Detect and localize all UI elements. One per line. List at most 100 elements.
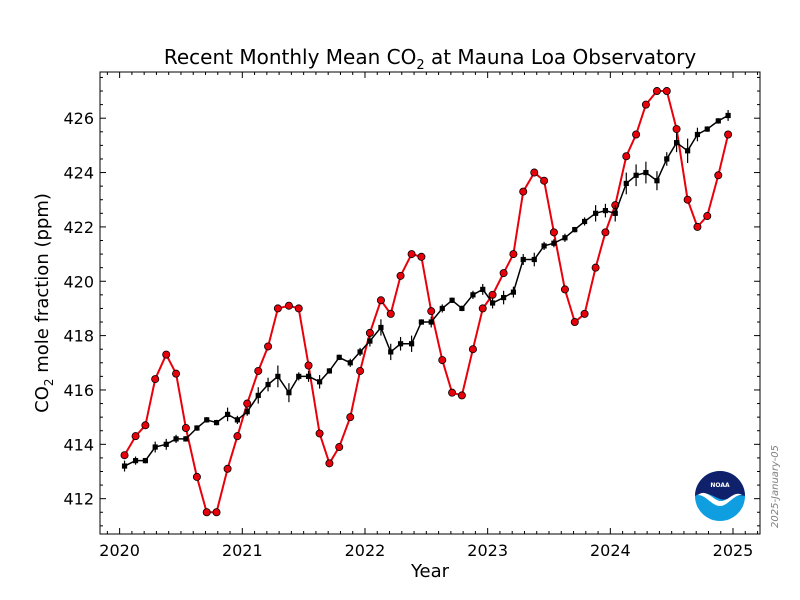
data-point [275,373,281,379]
data-point [633,172,639,178]
data-point [223,464,232,473]
data-point [336,354,342,360]
data-point [664,156,670,162]
data-point [641,100,650,109]
x-tick-label: 2021 [222,541,263,560]
data-point [612,210,618,216]
data-point [181,424,190,433]
data-point [152,444,158,450]
data-point [204,417,210,423]
data-point [714,171,723,180]
x-axis-label: Year [410,561,450,582]
data-point [470,292,476,298]
data-point [397,341,404,347]
data-point [418,319,425,325]
data-point [213,419,220,426]
data-point [499,269,508,278]
data-point [212,508,221,517]
data-point [519,187,528,196]
data-point [131,432,140,441]
data-point [488,290,497,299]
data-point [510,289,517,295]
data-point [224,411,231,418]
noaa-logo-icon: NOAA [695,471,745,521]
plot-area-frame [99,71,761,535]
y-tick-label: 424 [63,164,94,183]
y-tick-label: 418 [63,327,94,346]
data-point [622,152,631,161]
x-tick-label: 2022 [345,541,386,560]
data-point [448,388,457,397]
data-point [570,318,579,327]
data-point [449,297,455,303]
data-point [478,304,487,313]
data-point [347,360,353,366]
data-point [417,252,426,261]
data-point [132,458,139,464]
data-point [439,305,445,312]
data-point [346,413,355,422]
data-point [163,441,169,447]
data-point [326,368,333,374]
data-point [580,309,589,318]
data-point [623,180,629,187]
data-point [378,324,384,331]
data-point [264,342,273,351]
data-point [243,399,252,408]
data-point [284,301,293,310]
data-point [428,319,434,325]
series-line [123,90,730,514]
data-point [560,285,569,294]
data-point [234,417,240,423]
data-point [662,87,671,96]
data-point [141,421,150,430]
data-point [183,436,189,442]
data-point [703,212,712,221]
data-point [173,436,179,442]
y-tick-label: 420 [63,272,94,291]
data-point [367,338,373,344]
data-point [562,235,568,241]
logo-text: NOAA [710,482,730,489]
x-tick-label: 2020 [99,541,140,560]
data-point [408,341,415,347]
data-point [286,390,292,396]
data-point [273,304,282,313]
y-axis-label: CO2 mole fraction (ppm) [32,193,56,413]
x-tick-label: 2024 [590,541,631,560]
data-point [192,472,201,481]
data-point [531,256,537,263]
data-point [652,87,661,96]
x-tick-label: 2023 [467,541,508,560]
data-point [254,366,263,375]
data-point [325,459,334,468]
data-point [151,375,160,384]
data-point [643,169,649,176]
data-point [489,300,496,306]
data-point [194,425,200,431]
data-point [572,227,578,233]
data-point [388,349,394,355]
data-point [142,458,148,464]
data-point [407,250,416,259]
data-point [672,125,681,134]
data-point [427,307,436,316]
data-point [601,228,610,237]
data-point [541,243,547,249]
data-point [468,345,477,354]
y-tick-label: 412 [63,490,94,509]
data-point [386,309,395,318]
data-point [725,112,731,119]
data-point [602,208,609,214]
data-point [509,250,518,259]
data-point [551,240,557,246]
data-point [632,130,641,139]
data-point [357,349,363,355]
date-stamp: 2025-January-05 [770,445,781,528]
data-point [501,294,507,301]
data-point [356,366,365,375]
data-point [315,429,324,438]
data-point [685,148,691,154]
data-point [593,210,599,216]
data-point [457,391,466,400]
